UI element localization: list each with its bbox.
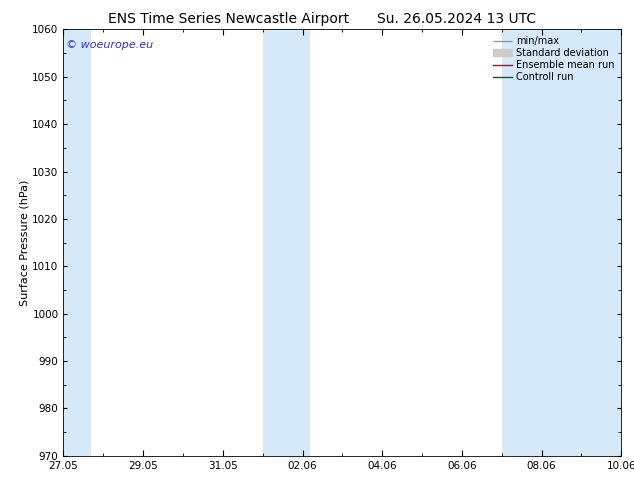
Legend: min/max, Standard deviation, Ensemble mean run, Controll run: min/max, Standard deviation, Ensemble me… (491, 34, 616, 84)
Text: ENS Time Series Newcastle Airport: ENS Time Series Newcastle Airport (108, 12, 349, 26)
Bar (501, 29, 621, 456)
Text: Su. 26.05.2024 13 UTC: Su. 26.05.2024 13 UTC (377, 12, 536, 26)
Bar (63, 29, 91, 456)
Bar (262, 29, 311, 456)
Y-axis label: Surface Pressure (hPa): Surface Pressure (hPa) (20, 179, 30, 306)
Text: © woeurope.eu: © woeurope.eu (66, 40, 153, 50)
